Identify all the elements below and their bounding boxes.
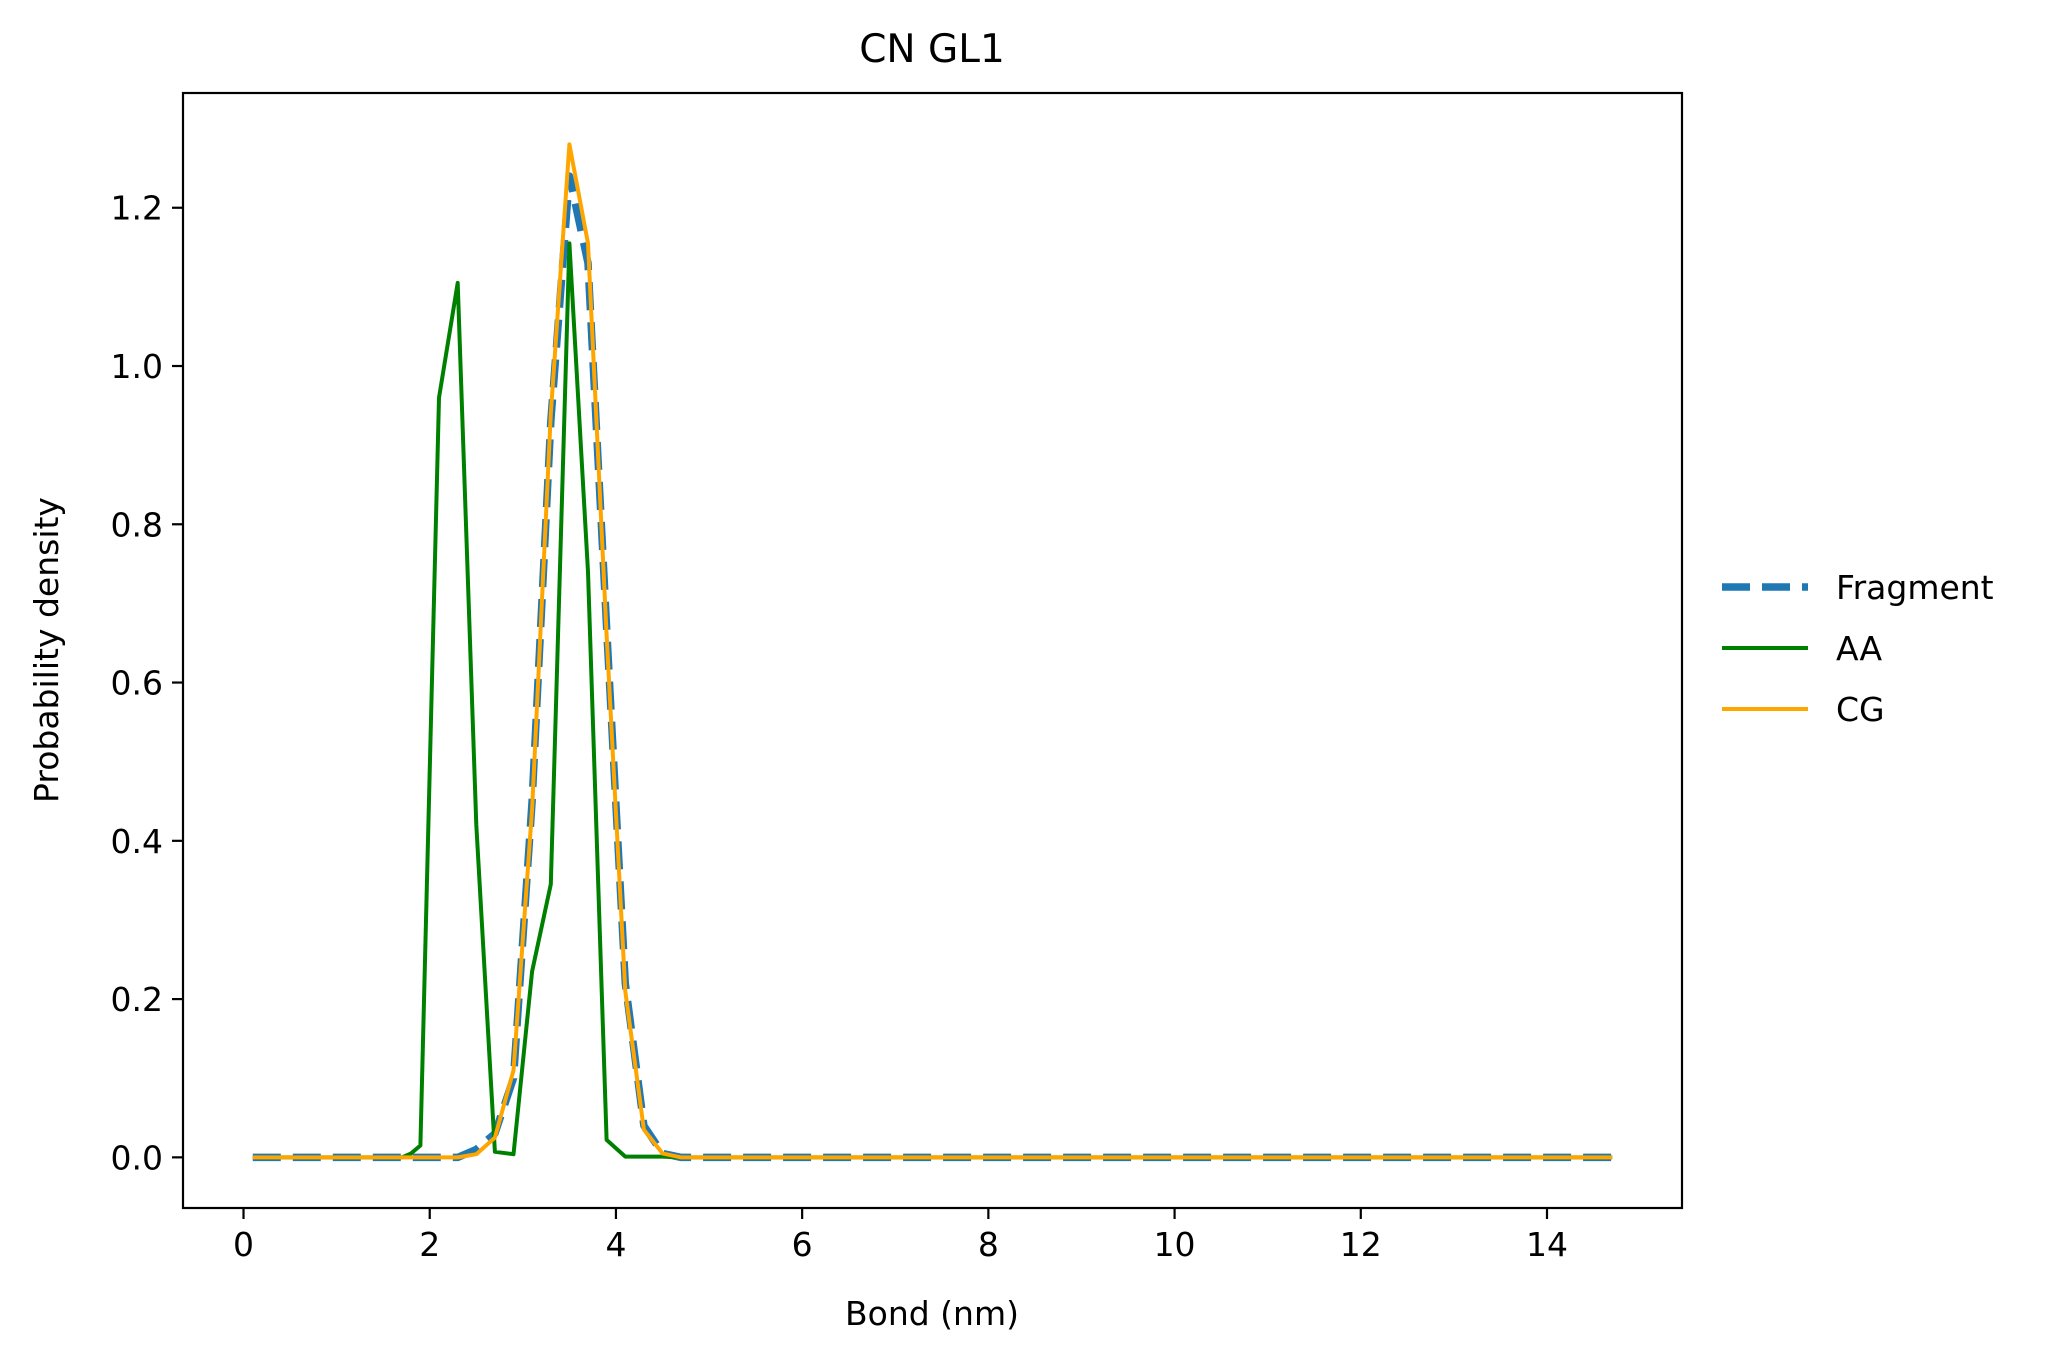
y-tick-label: 0.6 [111, 664, 163, 703]
y-tick-label: 0.2 [111, 980, 163, 1019]
y-axis-ticks: 0.0 0.2 0.4 0.6 0.8 1.0 1.2 [111, 189, 183, 1177]
x-tick-label: 12 [1340, 1225, 1382, 1264]
legend-label-aa: AA [1836, 629, 1882, 668]
x-tick-label: 10 [1154, 1225, 1196, 1264]
y-tick-label: 1.0 [111, 347, 163, 386]
x-tick-label: 4 [605, 1225, 626, 1264]
x-tick-label: 6 [792, 1225, 813, 1264]
plot-frame [181, 91, 1684, 1210]
x-tick-label: 0 [233, 1225, 254, 1264]
y-tick-label: 1.2 [111, 189, 163, 228]
y-tick-label: 0.0 [111, 1138, 163, 1177]
x-tick-label: 8 [978, 1225, 999, 1264]
legend: Fragment AA CG [1722, 568, 1994, 729]
plot-series-group [252, 142, 1613, 1162]
y-tick-label: 0.4 [111, 822, 163, 861]
x-axis-label: Bond (nm) [845, 1294, 1019, 1333]
x-axis-ticks: 0 2 4 6 8 10 12 14 [233, 1208, 1568, 1264]
legend-label-fragment: Fragment [1836, 568, 1994, 607]
y-tick-label: 0.8 [111, 505, 163, 544]
y-axis-label: Probability density [27, 497, 66, 803]
chart-title: CN GL1 [859, 27, 1005, 72]
x-tick-label: 14 [1526, 1225, 1568, 1264]
series-line-cg [252, 142, 1613, 1160]
x-tick-label: 2 [419, 1225, 440, 1264]
plot-background [183, 93, 1682, 1208]
legend-label-cg: CG [1836, 690, 1885, 729]
